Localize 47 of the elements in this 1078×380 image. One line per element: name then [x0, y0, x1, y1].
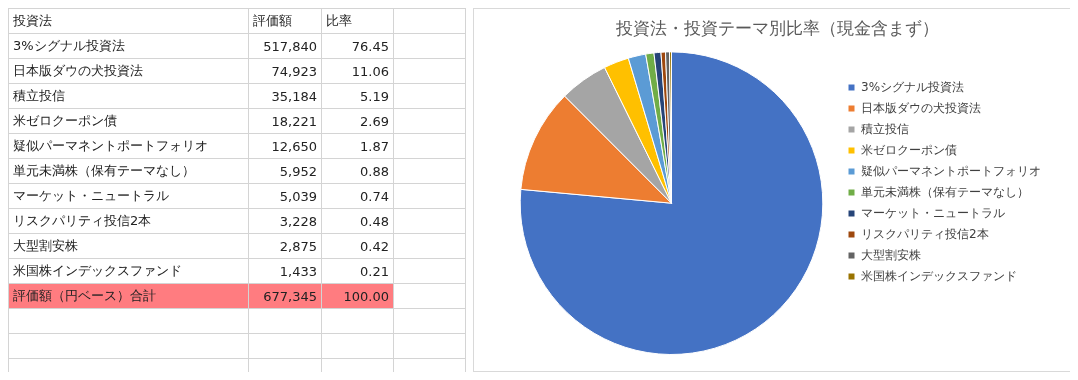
text: 5,952: [248, 158, 322, 184]
text: 単元未満株（保有テーマなし）: [8, 158, 249, 184]
text: 評価額: [248, 8, 322, 34]
legend-label: 3%シグナル投資法: [861, 79, 965, 94]
text: 677,345: [248, 283, 322, 309]
text: 0.88: [321, 158, 394, 184]
text: 比率: [321, 8, 394, 34]
legend-label: リスクパリティ投信2本: [861, 226, 989, 241]
text: 3%シグナル投資法: [8, 33, 249, 59]
legend-label: 単元未満株（保有テーマなし）: [861, 184, 1029, 199]
legend-label: 日本版ダウの犬投資法: [861, 100, 981, 115]
text: 35,184: [248, 83, 322, 109]
text: 0.74: [321, 183, 394, 209]
text: 5.19: [321, 83, 394, 109]
chart-title: 投資法・投資テーマ別比率（現金含まず）: [615, 17, 939, 38]
text: 積立投信: [8, 83, 249, 109]
text: 12,650: [248, 133, 322, 159]
text: 米ゼロクーポン債: [8, 108, 249, 134]
text: 疑似パーマネントポートフォリオ: [8, 133, 249, 159]
text: 投資法: [8, 8, 249, 34]
text: 0.42: [321, 233, 394, 259]
text: 18,221: [248, 108, 322, 134]
text: 1,433: [248, 258, 322, 284]
text: 日本版ダウの犬投資法: [8, 58, 249, 84]
legend-label: 米ゼロクーポン債: [861, 142, 957, 157]
text: 3,228: [248, 208, 322, 234]
text: 100.00: [321, 283, 394, 309]
legend-label: 疑似パーマネントポートフォリオ: [861, 163, 1041, 178]
text: 76.45: [321, 33, 394, 59]
text: 0.48: [321, 208, 394, 234]
legend-label: 大型割安株: [861, 247, 921, 262]
text: 5,039: [248, 183, 322, 209]
text: 2.69: [321, 108, 394, 134]
text: 74,923: [248, 58, 322, 84]
text: 11.06: [321, 58, 394, 84]
text: リスクパリティ投信2本: [8, 208, 249, 234]
text: 大型割安株: [8, 233, 249, 259]
legend-label: マーケット・ニュートラル: [861, 205, 1005, 220]
text: 1.87: [321, 133, 394, 159]
text: 517,840: [248, 33, 322, 59]
text: 評価額（円ベース）合計: [8, 283, 249, 309]
text: 2,875: [248, 233, 322, 259]
text: マーケット・ニュートラル: [8, 183, 249, 209]
text: 米国株インデックスファンド: [8, 258, 249, 284]
legend-label: 米国株インデックスファンド: [861, 268, 1017, 283]
text: 0.21: [321, 258, 394, 284]
legend-label: 積立投信: [861, 121, 909, 136]
